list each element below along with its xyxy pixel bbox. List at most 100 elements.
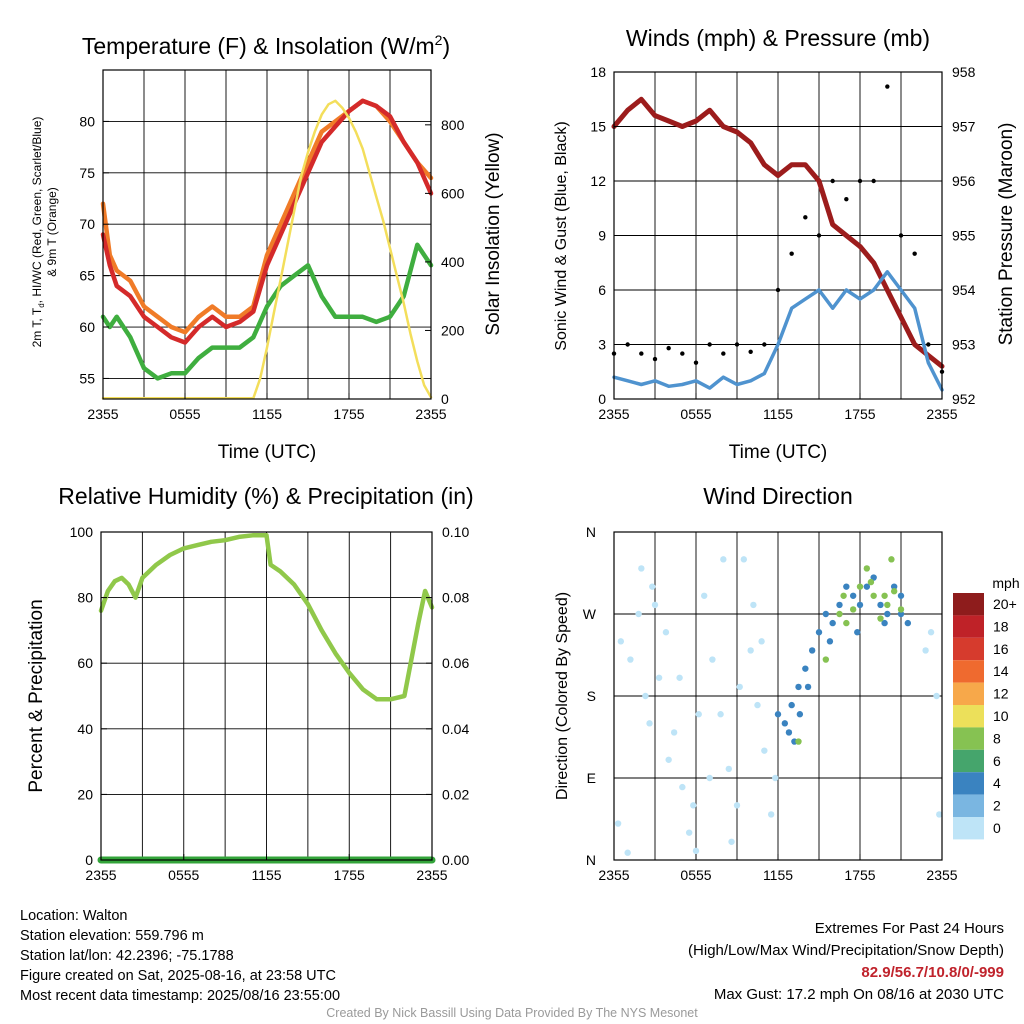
series-line xyxy=(611,96,945,369)
wind-tick-label: 6 xyxy=(598,282,606,298)
direction-point xyxy=(836,610,843,618)
station-location: Location: Walton xyxy=(20,908,128,924)
direction-point xyxy=(881,592,888,599)
humidity-left-ticks: 0 20 40 60 80 100 xyxy=(70,524,107,868)
series-line xyxy=(98,533,435,702)
humidity-tick-label: 80 xyxy=(77,590,93,606)
direction-point xyxy=(761,747,768,754)
gust-point xyxy=(857,178,863,184)
direction-tick-label: S xyxy=(587,688,596,704)
gust-point xyxy=(789,251,794,256)
legend-label: 20+ xyxy=(993,596,1017,612)
extremes-info: Extremes For Past 24 Hours (High/Low/Max… xyxy=(688,918,1004,1006)
direction-point xyxy=(692,847,700,855)
direction-point xyxy=(695,711,702,718)
x-tick-label: 0555 xyxy=(680,406,711,422)
direction-point xyxy=(651,601,659,609)
extremes-title: Extremes For Past 24 Hours xyxy=(814,920,1004,937)
pressure-ylabel: Station Pressure (Maroon) xyxy=(996,123,1017,346)
direction-left-ticks: N E S W N xyxy=(583,524,620,868)
speed-legend: 20+ 18 16 14 12 10 8 6 4 2 0 xyxy=(953,593,1017,840)
legend-swatch xyxy=(953,749,984,773)
gust-point xyxy=(816,233,822,238)
x-tick-label: 1155 xyxy=(763,867,793,883)
wind-tick-label: 15 xyxy=(590,119,606,135)
humidity-panel: Relative Humidity (%) & Precipitation (i… xyxy=(26,483,474,883)
direction-point xyxy=(881,619,888,627)
direction-point xyxy=(767,811,775,818)
direction-point xyxy=(904,619,912,627)
legend-label: 12 xyxy=(993,686,1009,702)
direction-point xyxy=(796,711,804,718)
x-tick-label: 2355 xyxy=(598,406,629,422)
direction-tick-label: N xyxy=(586,524,596,540)
direction-tick-label: E xyxy=(587,770,596,786)
direction-point xyxy=(843,619,850,627)
pressure-tick-label: 958 xyxy=(952,64,976,80)
speed-legend-title: mph xyxy=(992,575,1019,591)
direction-point xyxy=(670,729,678,736)
legend-swatch xyxy=(953,794,984,817)
temperature-tick-label: 60 xyxy=(79,319,95,335)
max-gust: Max Gust: 17.2 mph On 08/16 at 2030 UTC xyxy=(713,986,1004,1003)
direction-point xyxy=(897,606,905,613)
wind-tick-label: 9 xyxy=(598,228,606,244)
direction-point xyxy=(849,592,857,599)
series-line xyxy=(101,99,433,400)
legend-swatch xyxy=(953,615,984,638)
direction-point xyxy=(788,701,795,709)
gust-point xyxy=(680,351,685,356)
x-tick-label: 2355 xyxy=(598,867,629,883)
gust-point xyxy=(652,356,658,362)
direction-point xyxy=(863,583,871,590)
station-elevation: Station elevation: 559.796 m xyxy=(20,928,204,944)
direction-point xyxy=(897,610,905,618)
winds-series xyxy=(611,84,945,392)
winds-ylabel: Sonic Wind & Gust (Blue, Black) xyxy=(553,121,570,350)
station-info: Location: Walton Station elevation: 559.… xyxy=(20,906,340,1006)
humidity-tick-label: 20 xyxy=(77,786,93,802)
direction-point xyxy=(856,583,864,590)
winds-panel: Winds (mph) & Pressure (mb) 0 3 6 9 12 15 18 9… xyxy=(553,25,1017,463)
legend-swatch xyxy=(953,682,984,705)
direction-point xyxy=(638,565,645,572)
direction-point xyxy=(795,738,802,745)
pressure-tick-label: 954 xyxy=(952,282,976,298)
precipitation-tick-label: 0.04 xyxy=(442,721,469,737)
gust-point xyxy=(734,342,740,347)
gust-point xyxy=(775,287,781,293)
direction-point xyxy=(849,606,857,613)
legend-swatch xyxy=(953,727,984,750)
gust-point xyxy=(625,342,630,347)
extremes-values: 82.9/56.7/10.8/0/-999 xyxy=(861,964,1004,981)
x-tick-label: 1155 xyxy=(763,406,793,422)
direction-point xyxy=(736,683,743,691)
direction-point xyxy=(690,802,697,809)
x-tick-label: 1755 xyxy=(333,406,364,422)
direction-point xyxy=(933,692,940,700)
humidity-grid xyxy=(101,531,432,861)
legend-swatch xyxy=(953,817,984,840)
direction-point xyxy=(617,638,625,645)
gust-point xyxy=(707,342,712,347)
direction-point xyxy=(802,665,809,672)
x-tick-label: 0555 xyxy=(169,406,200,422)
direction-series xyxy=(614,556,943,856)
gust-point xyxy=(639,351,644,356)
direction-point xyxy=(870,592,877,599)
winds-xlabel: Time (UTC) xyxy=(729,442,828,463)
direction-point xyxy=(720,556,727,563)
direction-point xyxy=(829,619,836,627)
direction-point xyxy=(922,647,929,654)
direction-point xyxy=(740,556,748,563)
pressure-tick-label: 955 xyxy=(952,228,976,244)
direction-point xyxy=(927,629,935,636)
temperature-tick-label: 75 xyxy=(79,165,95,181)
pressure-right-ticks: 952 953 954 955 956 957 958 xyxy=(936,64,976,407)
direction-point xyxy=(877,615,884,622)
series-line xyxy=(612,270,944,392)
precipitation-right-ticks: 0.00 0.02 0.04 0.06 0.08 0.10 xyxy=(426,524,469,868)
temperature-tick-label: 65 xyxy=(79,268,95,284)
x-tick-label: 1755 xyxy=(844,867,875,883)
